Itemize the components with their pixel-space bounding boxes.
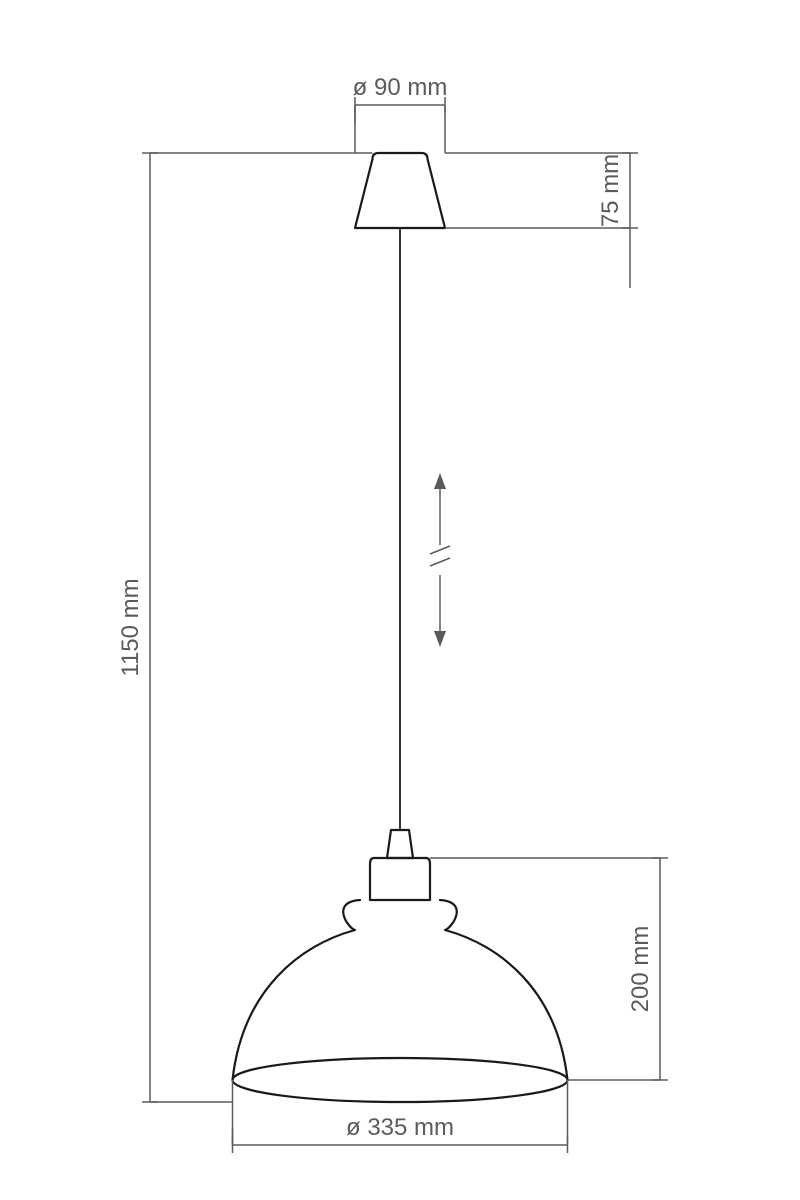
pendant-lamp-diagram: ø 90 mm 75 mm 1150 mm 200 mm ø 335 mm [0, 0, 800, 1200]
dim-label: 75 mm [597, 154, 624, 227]
dim-label: ø 90 mm [353, 74, 448, 101]
dim-label: ø 335 mm [346, 1114, 454, 1141]
canopy [355, 153, 445, 228]
shade-rim [233, 1058, 568, 1102]
shade-right [440, 900, 568, 1080]
dim-label: 200 mm [627, 926, 654, 1013]
shade-left [233, 900, 361, 1080]
dim-label: 1150 mm [117, 578, 144, 676]
cord-grip [387, 830, 413, 858]
shade-cap [370, 858, 430, 900]
